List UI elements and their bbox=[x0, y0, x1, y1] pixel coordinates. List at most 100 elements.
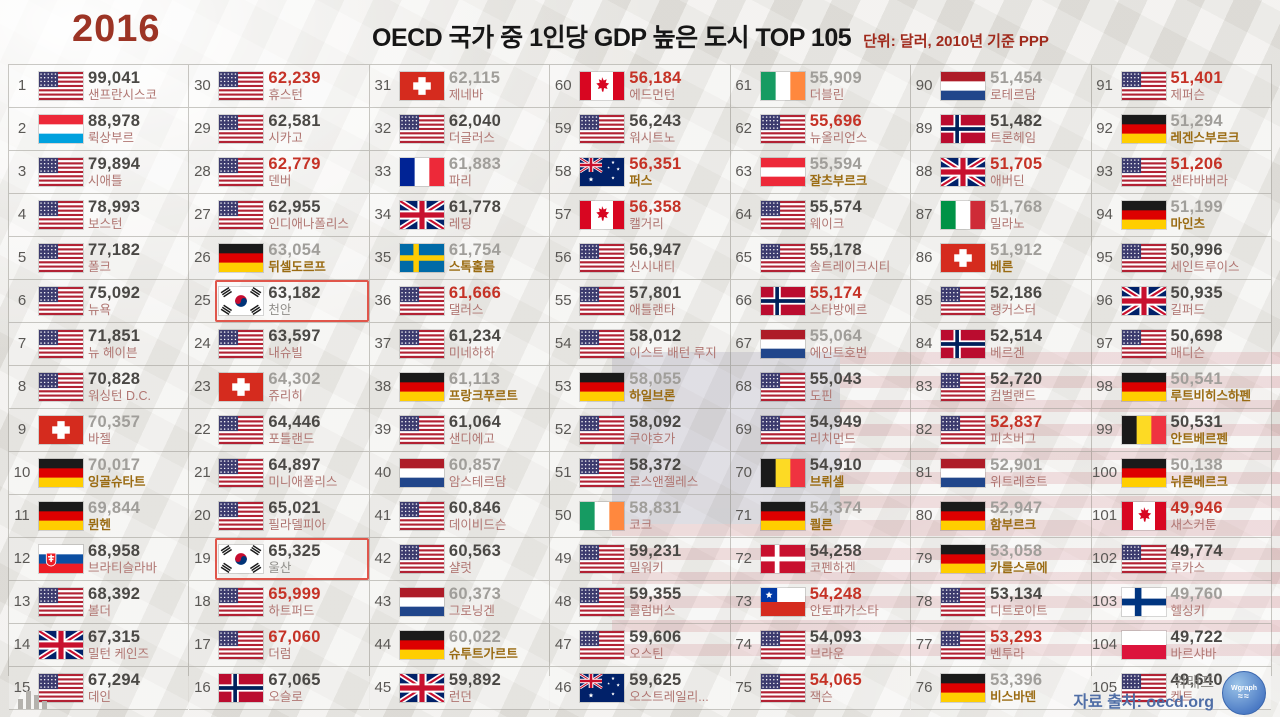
entry-info: 56,243 워시트노 bbox=[629, 112, 681, 146]
flag-us-icon bbox=[1120, 156, 1167, 187]
entry-box: 88,978 뤽상부르 bbox=[35, 108, 188, 150]
rank-number: 82 bbox=[915, 421, 933, 439]
rank-entry-79: 79 53,058 카를스루에 bbox=[911, 537, 1091, 581]
entry-box: 60,857 암스테르담 bbox=[396, 452, 549, 494]
entry-box: 51,199 마인츠 bbox=[1118, 194, 1271, 236]
city-name: 보스턴 bbox=[88, 216, 123, 231]
gdp-value: 49,946 bbox=[1170, 498, 1223, 517]
city-name: 레딩 bbox=[448, 216, 472, 231]
gdp-value: 63,597 bbox=[268, 326, 321, 345]
city-name: 웨이크 bbox=[809, 216, 845, 231]
entry-box: 61,666 댈러스 bbox=[396, 280, 549, 322]
rank-number: 58 bbox=[554, 163, 572, 181]
rank-number: 13 bbox=[13, 593, 31, 611]
rank-number: 100 bbox=[1092, 464, 1118, 482]
city-name: 프랑크푸르트 bbox=[448, 388, 518, 403]
flag-us-icon bbox=[759, 199, 806, 230]
rank-entry-68: 68 55,043 도핀 bbox=[730, 365, 911, 409]
rank-entry-77: 77 53,293 벤투라 bbox=[911, 623, 1091, 667]
footer: 워래프 자료 출처: oecd.org Wgraph ≈≈ bbox=[0, 671, 1280, 717]
entry-info: 61,883 파리 bbox=[449, 155, 501, 189]
entry-info: 67,060 더럼 bbox=[268, 628, 320, 662]
rank-entry-41: 41 60,846 데이비드슨 bbox=[369, 494, 550, 538]
entry-info: 61,234 미네하하 bbox=[449, 327, 501, 361]
flag-gb-icon bbox=[1120, 285, 1167, 316]
rank-entry-56: 56 56,947 신시내티 bbox=[550, 236, 730, 280]
entry-info: 79,894 시애틀 bbox=[88, 155, 140, 189]
gdp-value: 65,999 bbox=[268, 584, 321, 603]
rank-entry-17: 17 67,060 더럼 bbox=[189, 623, 369, 667]
rank-number: 80 bbox=[915, 507, 933, 525]
gdp-value: 65,325 bbox=[268, 541, 321, 560]
entry-info: 64,302 쥬리히 bbox=[268, 370, 320, 404]
entry-box: 55,574 웨이크 bbox=[757, 194, 910, 236]
year-label: 2016 bbox=[72, 8, 161, 50]
gdp-value: 68,958 bbox=[88, 541, 141, 560]
entry-box: 56,184 에드먼턴 bbox=[576, 65, 729, 107]
flag-de-icon bbox=[1120, 371, 1167, 402]
rank-entry-21: 21 64,897 미니애폴리스 bbox=[189, 451, 369, 495]
rank-entry-10: 10 70,017 잉골슈타트 bbox=[9, 451, 189, 495]
entry-box: 51,768 밀라노 bbox=[937, 194, 1090, 236]
entry-info: 56,358 캘거리 bbox=[629, 198, 681, 232]
flag-us-icon bbox=[579, 586, 626, 617]
entry-info: 67,315 밀턴 케인즈 bbox=[88, 628, 149, 662]
flag-us-icon bbox=[398, 113, 445, 144]
rank-number: 23 bbox=[194, 378, 211, 396]
gdp-value: 50,541 bbox=[1170, 369, 1223, 388]
entry-info: 63,597 내슈빌 bbox=[268, 327, 320, 361]
rank-entry-7: 7 71,851 뉴 헤이븐 bbox=[9, 322, 189, 366]
city-name: 더글러스 bbox=[448, 130, 495, 145]
gdp-value: 51,482 bbox=[990, 111, 1043, 130]
city-name: 샌프란시스코 bbox=[88, 87, 158, 102]
gdp-value: 70,828 bbox=[88, 369, 141, 388]
flag-nl-icon bbox=[940, 70, 987, 101]
gdp-value: 61,666 bbox=[448, 283, 502, 302]
rank-entry-14: 14 67,315 밀턴 케인즈 bbox=[9, 623, 189, 667]
gdp-value: 61,064 bbox=[448, 412, 502, 431]
gdp-value: 55,594 bbox=[809, 154, 862, 173]
gdp-value: 67,060 bbox=[268, 627, 321, 646]
rank-number: 89 bbox=[915, 120, 933, 138]
rank-entry-85: 85 52,186 랭커스터 bbox=[911, 279, 1091, 323]
flag-us-icon bbox=[759, 242, 806, 273]
city-name: 바르샤바 bbox=[1170, 646, 1217, 661]
city-name: 샌디에고 bbox=[448, 431, 495, 446]
city-name: 워싱턴 D.C. bbox=[88, 388, 151, 403]
city-name: 디트로이트 bbox=[990, 603, 1048, 618]
entry-info: 61,666 댈러스 bbox=[449, 284, 501, 318]
rank-number: 40 bbox=[374, 464, 392, 482]
rank-number: 84 bbox=[915, 335, 933, 353]
entry-info: 50,698 매디슨 bbox=[1171, 327, 1223, 361]
gdp-value: 79,894 bbox=[88, 154, 141, 173]
entry-info: 54,949 리치먼드 bbox=[810, 413, 862, 447]
gdp-value: 55,043 bbox=[809, 369, 862, 388]
gdp-value: 56,243 bbox=[629, 111, 682, 130]
rank-entry-101: 101 49,946 새스커툰 bbox=[1091, 494, 1271, 538]
rank-entry-50: 50 58,831 코크 bbox=[550, 494, 730, 538]
rank-number: 44 bbox=[374, 636, 392, 654]
entry-box: 60,373 그로닝겐 bbox=[396, 581, 549, 623]
rank-entry-97: 97 50,698 매디슨 bbox=[1091, 322, 1271, 366]
gdp-value: 59,355 bbox=[629, 584, 682, 603]
rank-entry-69: 69 54,949 리치먼드 bbox=[730, 408, 911, 452]
gdp-value: 62,581 bbox=[268, 111, 321, 130]
entry-info: 54,374 쾰른 bbox=[810, 499, 862, 533]
entry-info: 55,909 더블린 bbox=[810, 69, 862, 103]
city-name: 베르겐 bbox=[990, 345, 1025, 360]
entry-info: 52,947 함부르크 bbox=[990, 499, 1042, 533]
rank-entry-36: 36 61,666 댈러스 bbox=[369, 279, 550, 323]
city-name: 컴벌랜드 bbox=[990, 388, 1037, 403]
gdp-value: 69,844 bbox=[88, 498, 141, 517]
city-name: 캘거리 bbox=[629, 216, 664, 231]
rank-number: 62 bbox=[735, 120, 753, 138]
entry-box: 60,563 샬럿 bbox=[396, 538, 549, 580]
gdp-value: 56,358 bbox=[629, 197, 682, 216]
flag-au-icon bbox=[579, 156, 626, 187]
gdp-value: 51,705 bbox=[990, 154, 1043, 173]
entry-info: 71,851 뉴 헤이븐 bbox=[88, 327, 140, 361]
rank-entry-13: 13 68,392 볼더 bbox=[9, 580, 189, 624]
entry-info: 58,092 쿠야호가 bbox=[629, 413, 681, 447]
gdp-value: 60,857 bbox=[448, 455, 502, 474]
entry-box: 56,351 퍼스 bbox=[576, 151, 729, 193]
